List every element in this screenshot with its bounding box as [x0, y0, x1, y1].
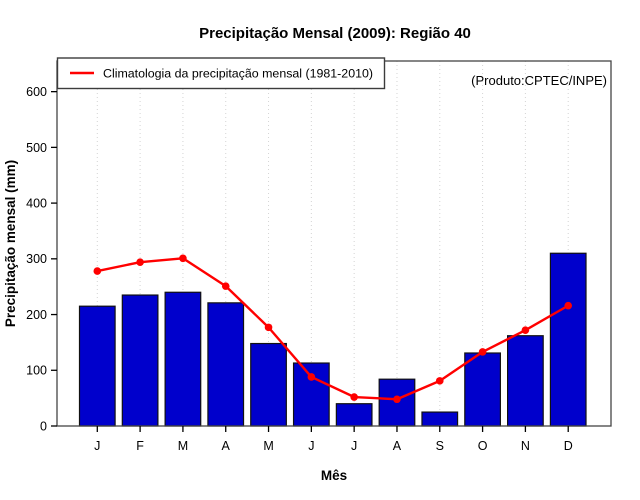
bar-O9 — [464, 352, 501, 427]
y-tick-label: 600 — [26, 85, 47, 99]
legend: Climatologia da precipitação mensal (198… — [56, 57, 386, 90]
climatology-line-group — [93, 254, 573, 404]
x-tick-label: F — [136, 439, 144, 453]
x-tick-label: D — [564, 439, 573, 453]
climatology-point — [435, 377, 444, 385]
x-tick-label: J — [308, 439, 314, 453]
climatology-point — [564, 301, 573, 310]
climatology-point — [350, 393, 358, 401]
bar-M4 — [250, 342, 287, 427]
climatology-point — [93, 267, 102, 275]
climatology-line — [97, 257, 569, 401]
climatology-point — [478, 348, 487, 356]
chart-title: Precipitação Mensal (2009): Região 40 — [199, 25, 471, 42]
y-tick-label: 200 — [26, 308, 47, 322]
x-axis-title: Mês — [321, 468, 347, 483]
y-tick-label: 300 — [26, 252, 47, 266]
climatology-point — [264, 323, 273, 332]
bar-J5 — [292, 362, 330, 427]
climatology-point — [393, 395, 401, 404]
bars-group — [78, 252, 587, 427]
x-tick-label: M — [178, 439, 188, 453]
y-axis-group: 0 100 200 300 400 500 600 — [26, 85, 57, 433]
legend-box — [56, 57, 386, 90]
x-tick-label: A — [222, 439, 231, 453]
climatology-point — [136, 258, 144, 266]
y-axis-title: Precipitação mensal (mm) — [3, 160, 18, 327]
bar-A3 — [207, 302, 245, 427]
climatology-point — [521, 326, 530, 334]
bar-M2 — [164, 291, 202, 427]
y-tick-label: 100 — [26, 364, 47, 378]
watermark-text: (Produto:CPTEC/INPE) — [471, 73, 607, 88]
climatology-point — [221, 282, 230, 290]
bar-D11 — [549, 252, 587, 427]
x-tick-label: O — [478, 439, 488, 453]
x-tick-label: M — [263, 439, 273, 453]
bar-J6 — [335, 403, 373, 427]
bar-J0 — [78, 305, 116, 427]
climatology-point — [179, 254, 187, 263]
bar-F1 — [121, 294, 159, 427]
x-tick-label: S — [436, 439, 444, 453]
x-tick-label: J — [94, 439, 100, 453]
y-tick-label: 400 — [26, 196, 47, 210]
x-tick-label: J — [351, 439, 357, 453]
bar-S8 — [421, 411, 459, 427]
bar-N10 — [507, 335, 544, 427]
climatology-point — [307, 373, 316, 381]
x-tick-label: A — [393, 439, 402, 453]
y-tick-label: 500 — [26, 141, 47, 155]
legend-label: Climatologia da precipitação mensal (198… — [103, 67, 373, 81]
y-tick-label: 0 — [40, 419, 47, 433]
x-tick-label: N — [521, 439, 530, 453]
